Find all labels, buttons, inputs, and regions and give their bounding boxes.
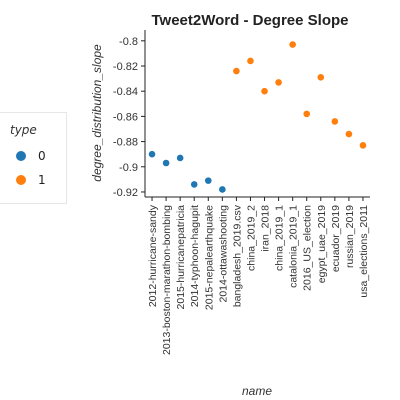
y-tick-label: -0.92 — [113, 187, 138, 199]
x-axis: 2012-hurricane-sandy 2013-boston-marathon… — [147, 197, 370, 355]
data-point-series-1 — [233, 67, 240, 75]
y-axis-label: degree_distribution_slope — [90, 44, 104, 182]
x-tick-label: usa_elections_2011 — [358, 205, 370, 298]
x-tick-label: china_2019_2 — [245, 205, 257, 271]
chart-title: Tweet2Word - Degree Slope — [152, 12, 349, 29]
y-tick-label: -0.9 — [119, 162, 138, 174]
legend-title: type — [10, 123, 37, 137]
data-point-series-0 — [176, 154, 184, 162]
legend-marker-1 — [16, 175, 26, 185]
legend-item-0: 0 — [16, 149, 46, 163]
data-point-series-0 — [190, 181, 198, 188]
x-tick-label: egypt_uae_2019 — [316, 205, 328, 283]
legend-item-1: 1 — [16, 173, 46, 187]
x-tick-label: 2014-ottawashooting — [217, 205, 229, 303]
y-tick-label: -0.88 — [113, 137, 138, 149]
data-point-series-1 — [275, 79, 282, 86]
data-points — [148, 41, 367, 193]
x-tick-label: 2015-nepalearthquake — [203, 205, 215, 310]
x-axis-label: name — [242, 384, 272, 398]
y-axis: -0.8 -0.82 -0.84 -0.86 -0.88 -0.9 -0.92 — [113, 36, 145, 199]
x-tick-label: bangladesh_2019.csv — [231, 204, 243, 307]
data-point-series-1 — [261, 87, 268, 95]
x-tick-label: catalonia_2019_1 — [288, 205, 300, 288]
y-tick-label: -0.86 — [113, 111, 138, 123]
legend-marker-0 — [16, 151, 26, 161]
x-tick-label: ecuador_2019 — [330, 205, 342, 272]
data-point-series-0 — [162, 159, 170, 167]
legend-label-1: 1 — [38, 173, 46, 187]
y-tick-label: -0.8 — [119, 36, 138, 48]
x-tick-label: russian_2019 — [344, 205, 356, 268]
data-point-series-1 — [247, 57, 254, 65]
plot-frame — [144, 30, 370, 198]
data-point-series-1 — [303, 110, 311, 118]
x-tick-label: 2013-boston-marathon-bombing — [161, 205, 173, 355]
data-point-series-1 — [345, 130, 353, 138]
x-tick-label: 2015-hurricanepatricia — [175, 205, 187, 310]
data-point-series-0 — [219, 186, 226, 193]
data-point-series-0 — [148, 150, 156, 158]
data-point-series-1 — [317, 74, 325, 81]
data-point-series-1 — [359, 142, 367, 149]
data-point-series-1 — [289, 41, 296, 48]
x-tick-label: iran_2018 — [260, 205, 272, 252]
data-point-series-0 — [204, 177, 212, 184]
legend: type 0 1 — [0, 112, 67, 204]
y-tick-label: -0.82 — [113, 61, 138, 73]
y-tick-label: -0.84 — [113, 86, 138, 98]
data-point-series-1 — [331, 118, 339, 125]
x-tick-label: 2012-hurricane-sandy — [147, 204, 159, 307]
x-tick-label: 2014-typhoon-hagupit — [189, 205, 201, 307]
x-tick-label: china_2019_1 — [274, 205, 286, 271]
x-tick-label: 2016_US_election — [302, 205, 314, 291]
legend-label-0: 0 — [38, 149, 46, 163]
